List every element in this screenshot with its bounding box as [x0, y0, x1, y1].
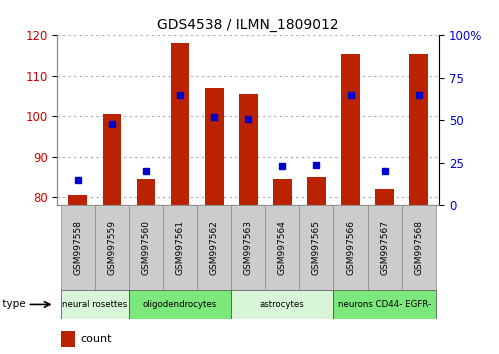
Bar [375, 189, 394, 205]
Text: GSM997563: GSM997563 [244, 220, 253, 275]
Bar [409, 53, 428, 205]
Bar [341, 53, 360, 205]
Text: GSM997558: GSM997558 [73, 220, 82, 275]
Text: astrocytes: astrocytes [260, 300, 305, 309]
Text: GSM997568: GSM997568 [414, 220, 423, 275]
Text: GSM997561: GSM997561 [176, 220, 185, 275]
Bar [61, 205, 95, 290]
Bar [137, 179, 155, 205]
Bar [231, 290, 333, 319]
Bar [61, 290, 129, 319]
Text: oligodendrocytes: oligodendrocytes [143, 300, 217, 309]
Bar [129, 205, 163, 290]
Bar [333, 290, 436, 319]
Bar [265, 205, 299, 290]
Bar [95, 205, 129, 290]
Bar [129, 290, 231, 319]
Text: GSM997566: GSM997566 [346, 220, 355, 275]
Bar [205, 88, 224, 205]
Bar [171, 44, 190, 205]
Text: GSM997567: GSM997567 [380, 220, 389, 275]
Text: GSM997565: GSM997565 [312, 220, 321, 275]
Text: cell type: cell type [0, 299, 26, 309]
Bar [273, 179, 292, 205]
Bar [68, 195, 87, 205]
Text: count: count [80, 334, 112, 344]
Bar [299, 205, 333, 290]
Bar [231, 205, 265, 290]
Text: neurons CD44- EGFR-: neurons CD44- EGFR- [338, 300, 431, 309]
Bar [197, 205, 231, 290]
Bar [368, 205, 402, 290]
Bar [103, 114, 121, 205]
Text: GSM997562: GSM997562 [210, 220, 219, 275]
Bar [333, 205, 368, 290]
Bar [239, 94, 257, 205]
Text: GSM997564: GSM997564 [278, 220, 287, 275]
Text: neural rosettes: neural rosettes [62, 300, 128, 309]
Title: GDS4538 / ILMN_1809012: GDS4538 / ILMN_1809012 [158, 18, 339, 32]
Text: GSM997560: GSM997560 [142, 220, 151, 275]
Bar [402, 205, 436, 290]
Bar [307, 177, 326, 205]
Text: GSM997559: GSM997559 [107, 220, 116, 275]
Bar [61, 331, 74, 347]
Bar [163, 205, 197, 290]
